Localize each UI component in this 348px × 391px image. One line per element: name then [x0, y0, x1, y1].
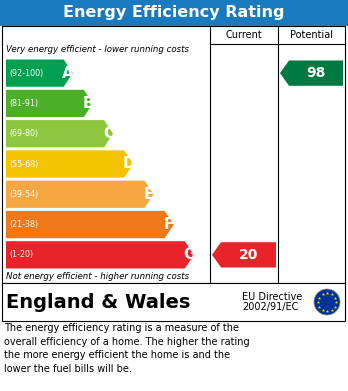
Text: (92-100): (92-100): [9, 69, 43, 78]
Polygon shape: [212, 242, 276, 267]
Text: EU Directive: EU Directive: [242, 292, 302, 302]
Text: Current: Current: [226, 30, 262, 40]
Text: G: G: [183, 248, 196, 262]
Bar: [0, 0, 348, 26]
Text: Not energy efficient - higher running costs: Not energy efficient - higher running co…: [6, 272, 189, 281]
Polygon shape: [6, 120, 113, 147]
Text: England & Wales: England & Wales: [6, 292, 190, 312]
Text: E: E: [144, 187, 154, 202]
Text: Very energy efficient - lower running costs: Very energy efficient - lower running co…: [6, 45, 189, 54]
Circle shape: [314, 289, 340, 315]
Text: (39-54): (39-54): [9, 190, 38, 199]
Polygon shape: [280, 61, 343, 86]
Text: B: B: [82, 96, 94, 111]
Text: Energy Efficiency Rating: Energy Efficiency Rating: [63, 5, 285, 20]
Text: 2002/91/EC: 2002/91/EC: [242, 302, 298, 312]
Text: 98: 98: [306, 66, 326, 80]
Text: (1-20): (1-20): [9, 250, 33, 259]
Text: F: F: [164, 217, 174, 232]
Text: A: A: [62, 66, 74, 81]
Text: The energy efficiency rating is a measure of the
overall efficiency of a home. T: The energy efficiency rating is a measur…: [4, 323, 250, 374]
Polygon shape: [6, 59, 73, 87]
Text: 20: 20: [239, 248, 258, 262]
Polygon shape: [6, 211, 174, 238]
Text: (55-68): (55-68): [9, 160, 38, 169]
Text: C: C: [103, 126, 114, 141]
Polygon shape: [6, 151, 133, 178]
Text: Potential: Potential: [290, 30, 333, 40]
Bar: [2, 26, 345, 283]
Polygon shape: [6, 181, 153, 208]
Polygon shape: [6, 241, 194, 269]
Text: (21-38): (21-38): [9, 220, 38, 229]
Text: (81-91): (81-91): [9, 99, 38, 108]
Polygon shape: [6, 90, 93, 117]
Text: (69-80): (69-80): [9, 129, 38, 138]
Bar: [2, 283, 345, 321]
Text: D: D: [122, 156, 135, 172]
